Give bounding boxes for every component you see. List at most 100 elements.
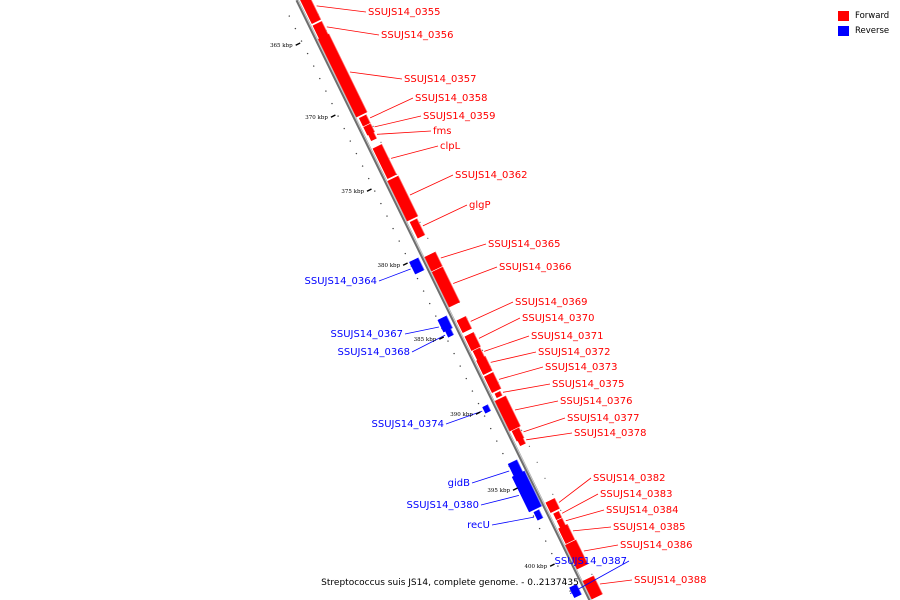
gene-label-ssujs14_0388: SSUJS14_0388 — [634, 575, 707, 586]
gene-label-ssujs14_0374: SSUJS14_0374 — [372, 419, 445, 430]
gene-block-shine — [499, 390, 503, 396]
legend-swatch-forward — [838, 10, 849, 21]
guide-dot — [313, 65, 315, 67]
tick-mark — [402, 262, 408, 266]
guide-dot — [343, 127, 345, 130]
gene-block-ssujs14_0366 — [431, 266, 461, 308]
guide-dot — [560, 509, 562, 511]
gene-block-ssujs14_0368 — [445, 328, 455, 338]
guide-dot — [481, 349, 484, 351]
gene-label-clpl: clpL — [440, 141, 461, 152]
gene-block-shine — [558, 510, 563, 518]
gene-block-shine — [593, 575, 604, 595]
tick-label: 390 kbp — [450, 412, 473, 418]
backbone-line — [295, 0, 592, 600]
leader-line — [376, 130, 432, 135]
gene-block-clpl — [372, 143, 397, 180]
leader-line — [453, 266, 498, 284]
guide-dot — [557, 565, 559, 567]
gene-label-ssujs14_0368: SSUJS14_0368 — [338, 347, 411, 358]
gene-label-ssujs14_0367: SSUJS14_0367 — [331, 329, 404, 340]
gene-block-shine — [479, 347, 486, 357]
leader-line — [570, 560, 630, 594]
guide-dot — [427, 237, 429, 239]
gene-label-recu: recU — [467, 520, 490, 531]
gene-label-ssujs14_0375: SSUJS14_0375 — [552, 379, 625, 390]
guide-dot — [398, 240, 400, 242]
legend-item-reverse: Reverse — [838, 23, 889, 38]
gene-block-ssujs14_0383 — [553, 510, 563, 521]
gene-label-ssujs14_0373: SSUJS14_0373 — [545, 362, 618, 373]
gene-block-ssujs14_0367 — [437, 315, 453, 333]
gene-block-recu — [533, 509, 544, 521]
gene-block-shine — [435, 251, 443, 267]
gene-block-shine — [381, 144, 398, 175]
gene-block-ssujs14_0388 — [582, 575, 603, 600]
gene-label-ssujs14_0386: SSUJS14_0386 — [620, 540, 693, 551]
gene-block-shine — [516, 459, 524, 472]
gene-block-shine — [450, 328, 455, 335]
gene-block-ssujs14_0357 — [317, 33, 368, 118]
backbone-highlight — [297, 0, 592, 600]
guide-dot — [532, 515, 535, 517]
tick-mark — [438, 336, 445, 340]
gene-label-ssujs14_0372: SSUJS14_0372 — [538, 347, 611, 358]
gene-block-ssujs14_0358 — [358, 114, 371, 127]
gene-label-ssujs14_0385: SSUJS14_0385 — [613, 522, 686, 533]
gene-block-shine — [561, 517, 567, 526]
gene-label-ssujs14_0371: SSUJS14_0371 — [531, 331, 604, 342]
gene-block-ssujs14_0377 — [511, 427, 525, 442]
gene-label-glgp: glgP — [469, 200, 491, 211]
gene-block-shine — [465, 316, 473, 329]
gene-label-ssujs14_0364: SSUJS14_0364 — [305, 276, 378, 287]
leader-line — [374, 115, 422, 128]
leader-line — [491, 516, 535, 526]
tick-label: 400 kbp — [524, 564, 547, 570]
gene-label-ssujs14_0382: SSUJS14_0382 — [593, 473, 666, 484]
guide-dot — [325, 90, 327, 92]
leader-line — [572, 526, 612, 532]
leader-line — [440, 243, 487, 259]
guide-dot — [288, 15, 290, 17]
legend-swatch-reverse — [838, 25, 849, 36]
leader-line — [478, 317, 521, 339]
gene-block-shine — [554, 498, 561, 509]
gene-label-ssujs14_0378: SSUJS14_0378 — [574, 428, 647, 439]
gene-label-ssujs14_0369: SSUJS14_0369 — [515, 297, 588, 308]
guide-dot — [528, 445, 531, 447]
guide-dot — [374, 190, 376, 192]
guide-dot — [319, 77, 321, 80]
gene-block-shine — [328, 33, 368, 113]
gene-block-ssujs14_0386 — [565, 539, 589, 570]
tick-label: 380 kbp — [377, 263, 400, 269]
leader-line — [445, 410, 483, 425]
gene-block-ssujs14_0355 — [300, 0, 322, 25]
gene-block-shine — [473, 332, 482, 347]
genome-backbone — [295, 0, 592, 600]
guide-dot — [502, 452, 504, 455]
guide-dot — [545, 540, 547, 542]
leader-line — [498, 366, 544, 380]
guide-dot — [521, 429, 523, 431]
leader-line — [480, 495, 519, 506]
gene-block-ssujs14_0365 — [424, 251, 443, 272]
guide-dot — [380, 202, 382, 205]
guide-dot — [337, 115, 339, 117]
legend-item-forward: Forward — [838, 8, 889, 23]
gene-block-shine — [518, 427, 525, 438]
guide-dot — [306, 52, 309, 55]
gene-label-ssujs14_0366: SSUJS14_0366 — [499, 262, 572, 273]
gene-label-ssujs14_0358: SSUJS14_0358 — [415, 93, 488, 104]
leader-line — [316, 5, 367, 13]
tick-mark — [295, 42, 301, 46]
leader-line — [490, 351, 537, 363]
gene-label-ssujs14_0356: SSUJS14_0356 — [381, 30, 454, 41]
gene-label-ssujs14_0376: SSUJS14_0376 — [560, 396, 633, 407]
guide-dot — [392, 227, 394, 230]
guide-dot — [544, 477, 546, 479]
leader-line — [583, 544, 619, 552]
leader-line — [484, 335, 530, 352]
gene-block-shine — [487, 404, 492, 411]
leader-line — [378, 268, 411, 282]
gene-label-ssujs14_0384: SSUJS14_0384 — [606, 505, 679, 516]
